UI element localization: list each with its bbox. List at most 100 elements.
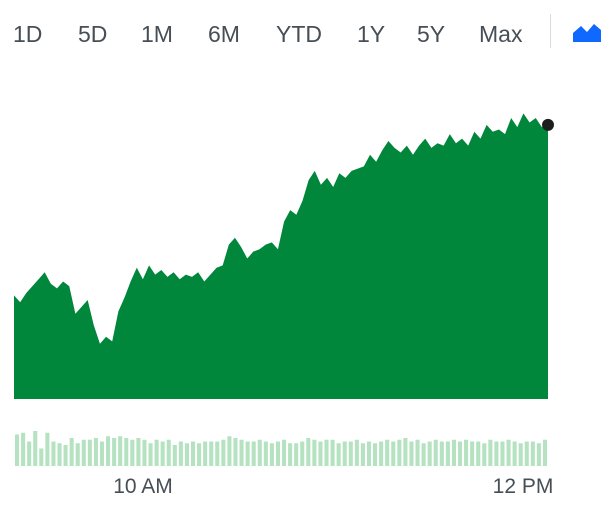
volume-bar: [282, 439, 287, 466]
volume-bar: [215, 441, 220, 466]
volume-bar: [197, 443, 202, 466]
volume-bar: [69, 438, 74, 466]
volume-bar: [403, 438, 408, 466]
volume-bar: [300, 441, 305, 466]
volume-bar: [257, 439, 262, 466]
volume-bar: [524, 441, 529, 466]
volume-bar: [324, 439, 329, 466]
volume-bar: [275, 441, 280, 466]
volume-bar: [439, 441, 444, 466]
volume-bar: [45, 432, 50, 466]
volume-bar: [385, 439, 390, 466]
volume-bar: [15, 434, 20, 466]
volume-bar: [190, 441, 196, 466]
volume-bar: [464, 439, 469, 466]
volume-bar: [263, 441, 268, 466]
volume-bar: [21, 432, 26, 466]
volume-bar: [160, 441, 165, 466]
x-tick-10am: 10 AM: [113, 475, 173, 498]
volume-bar: [360, 443, 365, 466]
x-tick-12pm: 12 PM: [493, 475, 554, 498]
volume-bar: [178, 441, 183, 466]
volume-bar: [233, 438, 238, 466]
volume-bar: [239, 439, 244, 466]
range-tab-1m[interactable]: 1M: [141, 21, 173, 47]
volume-bar: [366, 441, 372, 466]
volume-bar: [445, 441, 450, 466]
volume-bar: [209, 441, 214, 466]
volume-bar: [87, 439, 92, 466]
range-tab-ytd[interactable]: YTD: [276, 21, 322, 47]
mountain-chart-icon: [573, 24, 601, 42]
price-chart: 10 AM 12 PM: [14, 113, 554, 498]
range-tab-1y[interactable]: 1Y: [357, 21, 386, 47]
volume-bar: [57, 443, 62, 466]
volume-bar: [172, 445, 177, 466]
volume-bar: [409, 441, 414, 466]
volume-bar: [348, 441, 353, 466]
volume-bar: [306, 438, 311, 466]
volume-bar: [251, 441, 256, 466]
volume-bar: [269, 443, 274, 466]
volume-bar: [27, 441, 32, 466]
volume-bar: [93, 438, 98, 466]
tab-divider: [550, 14, 551, 48]
volume-bar: [336, 443, 341, 466]
range-tab-1d[interactable]: 1D: [13, 21, 43, 47]
volume-bar: [451, 439, 456, 466]
volume-bar: [342, 441, 347, 466]
volume-bar: [99, 441, 105, 466]
volume-bar: [488, 439, 493, 466]
range-selector: 1D 5D 1M 6M YTD 1Y 5Y Max: [0, 0, 612, 66]
last-price-marker: [542, 118, 554, 131]
volume-bar: [373, 443, 378, 466]
volume-bar: [39, 448, 44, 466]
price-area: [14, 113, 548, 399]
volume-bar: [112, 438, 117, 466]
volume-bar: [81, 439, 86, 466]
volume-bar: [154, 439, 159, 466]
volume-bar: [245, 441, 250, 466]
volume-bars: [15, 431, 547, 466]
volume-bar: [470, 441, 475, 466]
range-tab-6m[interactable]: 6M: [208, 21, 240, 47]
range-tab-max[interactable]: Max: [479, 21, 523, 47]
volume-bar: [427, 441, 432, 466]
volume-bar: [294, 443, 299, 466]
chart-type-button[interactable]: [570, 18, 604, 48]
volume-bar: [354, 439, 359, 466]
range-tab-5d[interactable]: 5D: [78, 21, 108, 47]
volume-bar: [33, 431, 38, 466]
volume-bar: [51, 441, 56, 466]
volume-bar: [379, 441, 384, 466]
volume-bar: [288, 443, 293, 466]
volume-bar: [221, 439, 226, 466]
volume-bar: [391, 441, 396, 466]
volume-bar: [75, 443, 80, 466]
volume-bar: [106, 436, 111, 466]
volume-bar: [203, 441, 208, 466]
volume-bar: [166, 439, 171, 466]
volume-bar: [506, 439, 511, 466]
volume-bar: [482, 443, 487, 466]
volume-bar: [415, 439, 420, 466]
volume-bar: [500, 441, 505, 466]
volume-bar: [518, 443, 523, 466]
volume-bar: [494, 441, 499, 466]
volume-bar: [318, 441, 323, 466]
volume-bar: [130, 439, 135, 466]
volume-bar: [433, 439, 438, 466]
volume-bar: [476, 441, 481, 466]
volume-bar: [421, 443, 426, 466]
volume-bar: [312, 439, 317, 466]
volume-bar: [530, 441, 535, 466]
volume-bar: [148, 443, 153, 466]
volume-bar: [136, 438, 141, 466]
range-tab-5y[interactable]: 5Y: [417, 21, 446, 47]
volume-bar: [542, 439, 547, 466]
volume-bar: [184, 443, 189, 466]
volume-bar: [536, 443, 541, 466]
volume-bar: [63, 445, 68, 466]
volume-bar: [227, 436, 232, 466]
volume-bar: [124, 438, 129, 466]
